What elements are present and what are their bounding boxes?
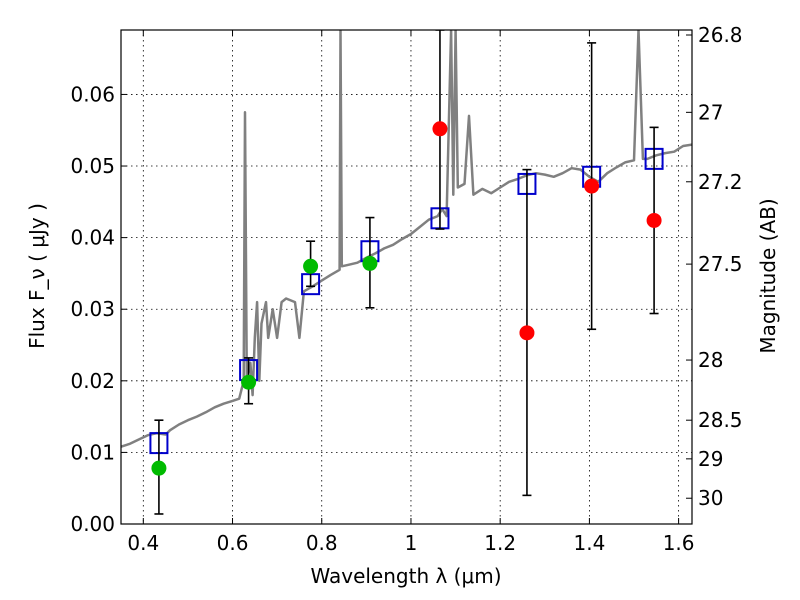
x-tick-label: 1.4 [573,531,605,555]
ticks-layer: 0.4 0.6 0.8 1 1.2 1.4 1.6 0.00 0.01 0.02 0.03 0.04 0… [70,23,742,555]
x-tick-label: 1.6 [663,531,695,555]
y-tick-label: 0.02 [70,369,115,393]
plot-frame [120,29,693,525]
x-tick-label: 1.2 [484,531,516,555]
observed-flux-point [519,325,535,341]
right-tick-label: 27.5 [698,252,743,276]
x-tick-label: 0.4 [127,531,159,555]
y-tick-label: 0.00 [70,512,115,536]
observed-flux-point [584,178,600,194]
x-tick-label: 1 [405,531,418,555]
observed-flux-point [432,121,448,137]
right-axis-label: Magnitude (AB) [756,198,780,353]
model-spectrum-line [121,30,692,448]
right-tick-label: 26.8 [698,23,743,47]
right-axis-label-text: Magnitude (AB) [756,198,780,353]
observed-flux-point [151,460,167,476]
y-tick-label: 0.06 [70,82,115,106]
x-axis-label: Wavelength λ (μm) [310,564,501,588]
observed-flux-point [241,374,257,390]
grid-layer [121,30,692,525]
right-tick-label: 30 [698,486,723,510]
y-axis-label-text: Flux F_ν ( μJy ) [25,203,49,349]
x-tick-label: 0.8 [306,531,338,555]
y-tick-label: 0.05 [70,154,115,178]
x-axis-label-text: Wavelength λ (μm) [310,564,501,588]
y-tick-label: 0.03 [70,297,115,321]
x-tick-label: 0.6 [217,531,249,555]
right-tick-label: 29 [698,447,723,471]
observed-flux-point [646,212,662,228]
series-layer [121,30,692,515]
y-axis-label: Flux F_ν ( μJy ) [25,203,49,349]
observed-flux-point [362,255,378,271]
y-tick-label: 0.04 [70,226,115,250]
right-tick-label: 28 [698,348,723,372]
right-tick-label: 27.2 [698,170,743,194]
right-tick-label: 28.5 [698,408,743,432]
observed-flux-point [303,258,319,274]
right-tick-label: 27 [698,100,723,124]
y-tick-label: 0.01 [70,440,115,464]
